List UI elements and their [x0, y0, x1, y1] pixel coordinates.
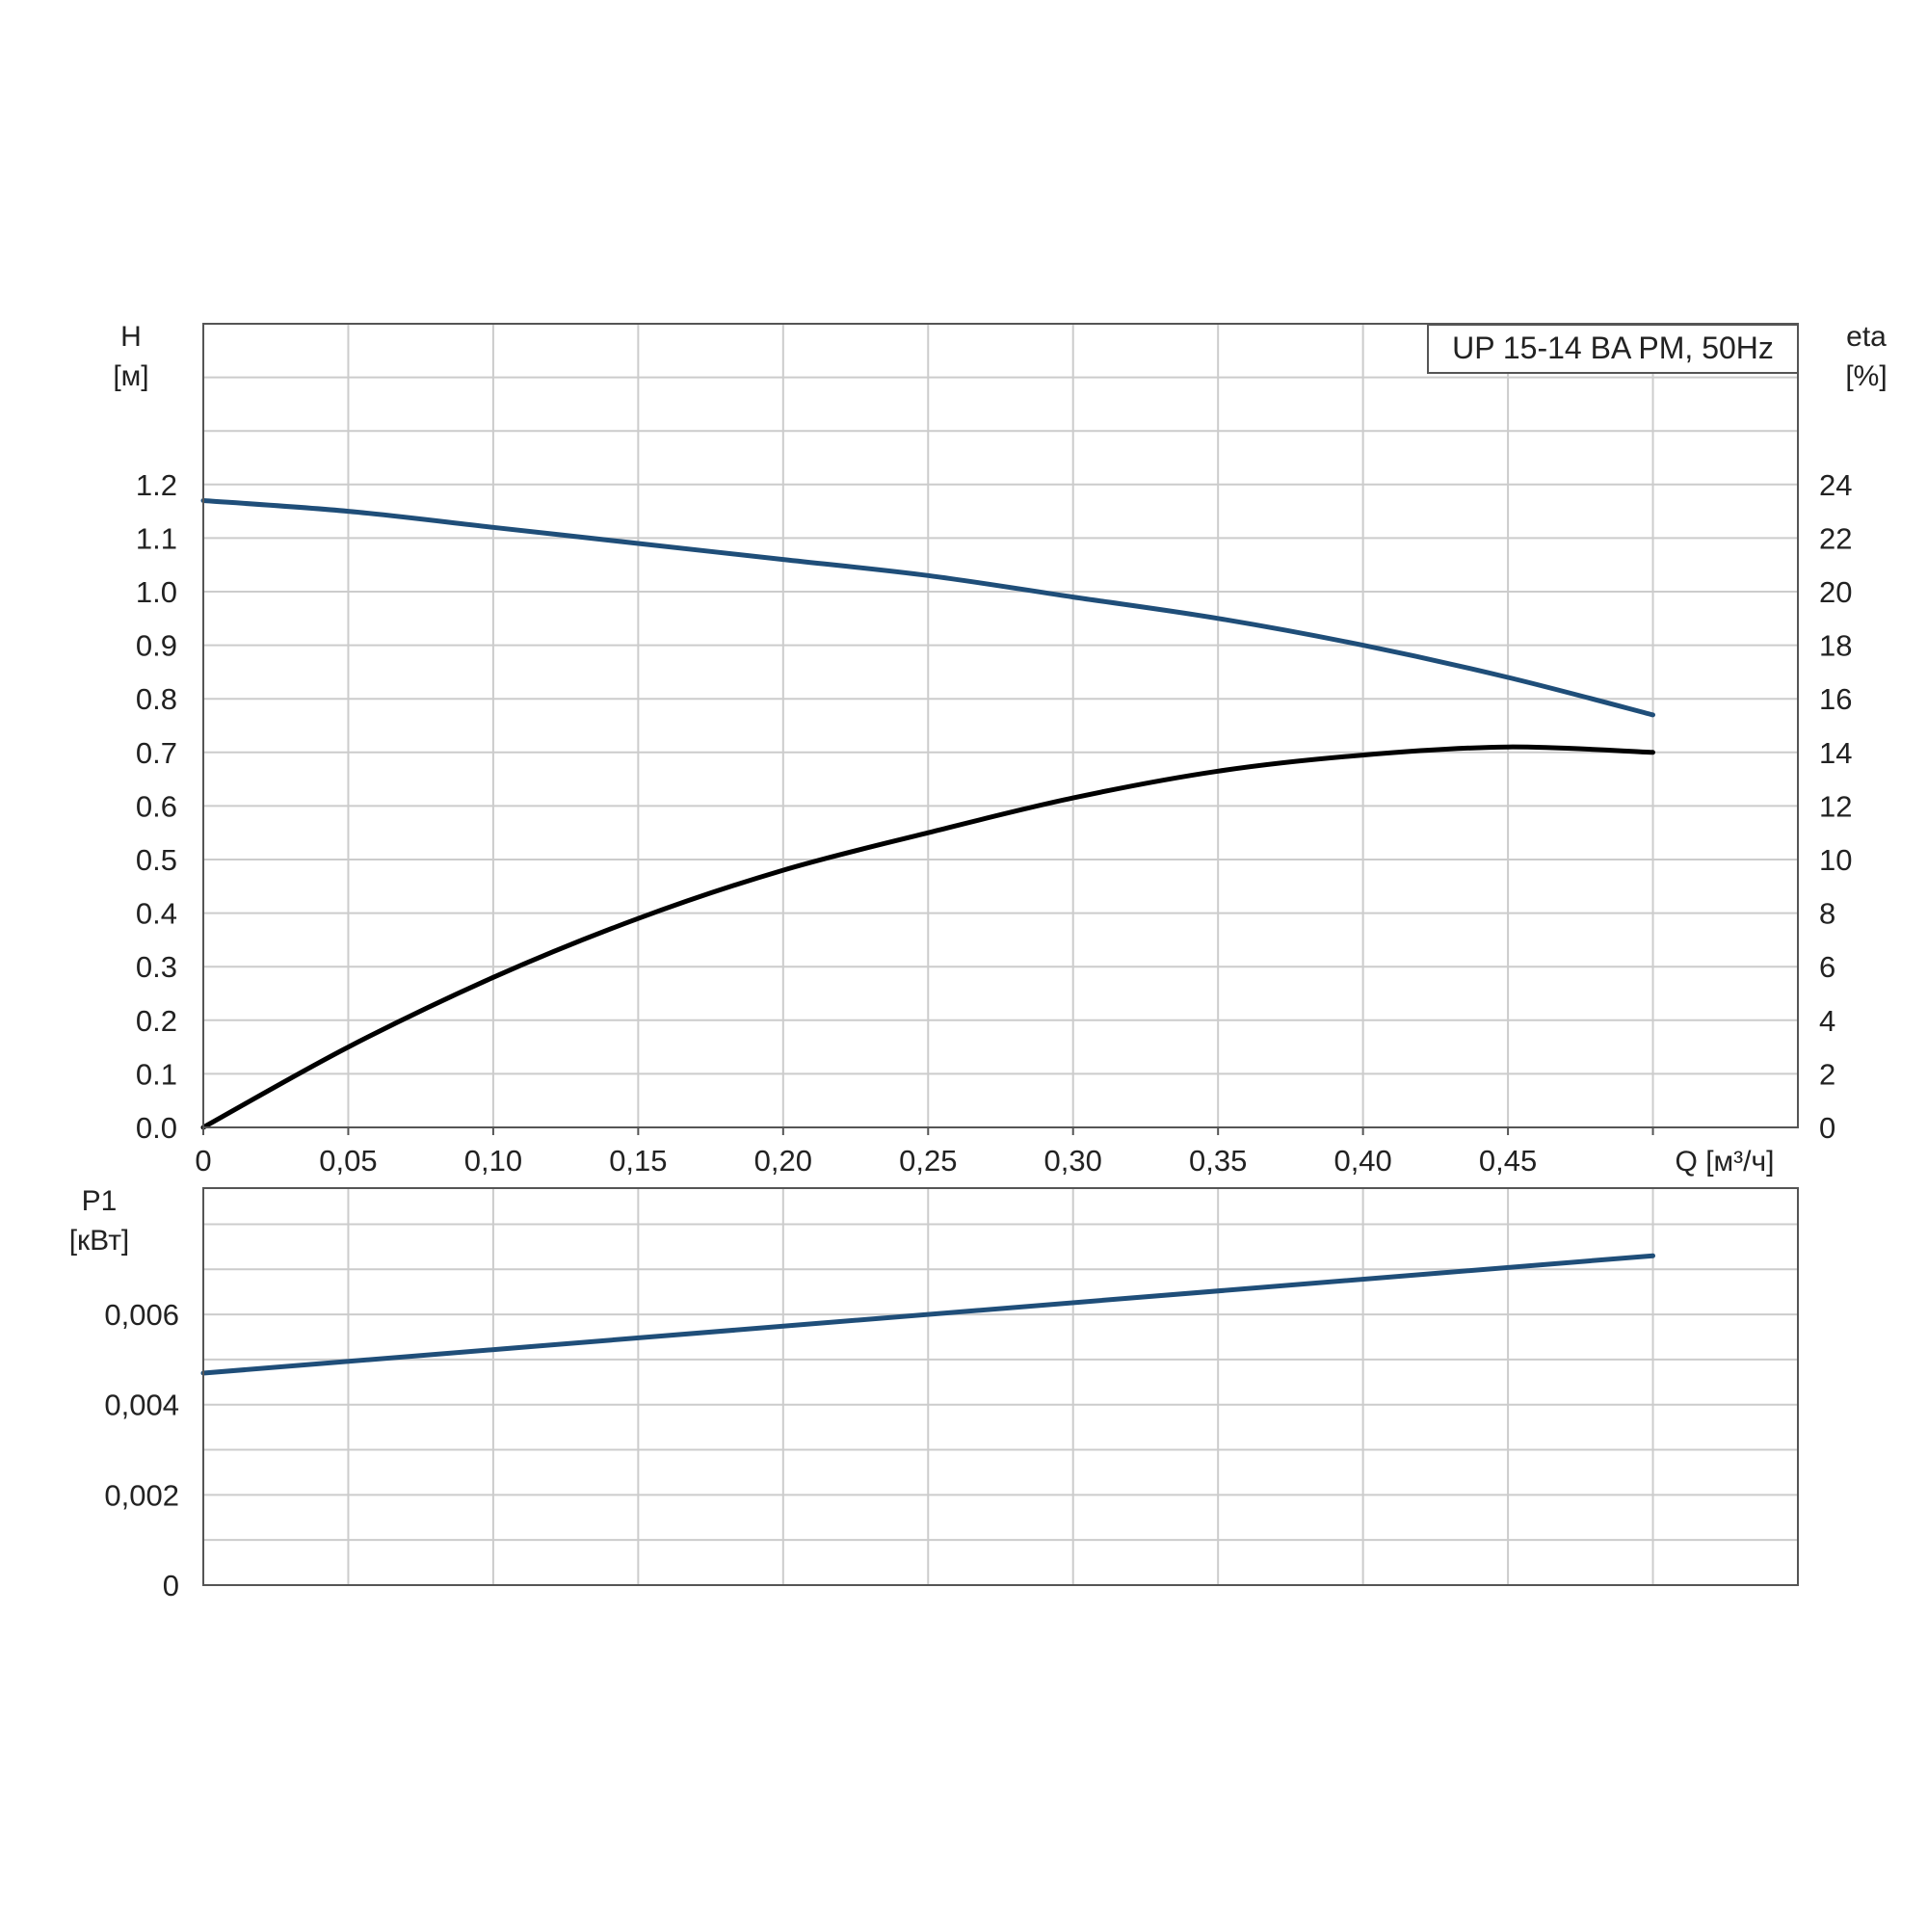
y-tick-label: 0.9 [136, 629, 177, 663]
y-axis-title-p1: P1 [82, 1185, 118, 1217]
y-tick-label: 1.0 [136, 575, 177, 609]
x-tick-label: 0,45 [1479, 1144, 1537, 1178]
y2-tick-label: 10 [1819, 843, 1852, 877]
y2-axis-unit-eta: [%] [1845, 360, 1887, 392]
y2-tick-label: 24 [1819, 468, 1852, 502]
efficiency-curve-line [200, 744, 1655, 1130]
legend-entry: UP 15-14 BA PM, 50Hz [1452, 331, 1774, 365]
y2-tick-label: 6 [1819, 950, 1835, 984]
y-tick-label: 0.7 [136, 736, 177, 770]
p1-tick-label: 0,002 [104, 1478, 179, 1512]
legend-box [1427, 324, 1799, 374]
y-tick-label: 1.1 [136, 521, 177, 555]
y-tick-label: 0.3 [136, 950, 177, 984]
p1-tick-label: 0,006 [104, 1298, 179, 1332]
y2-tick-label: 12 [1819, 789, 1852, 823]
y2-tick-label: 16 [1819, 682, 1852, 716]
power-panel-frame [202, 1187, 1799, 1586]
y-tick-label: 0.6 [136, 789, 177, 823]
y-axis-title-h: H [120, 321, 142, 353]
x-tick-label: 0,20 [754, 1144, 812, 1178]
y2-tick-label: 18 [1819, 629, 1852, 663]
y-tick-label: 0.8 [136, 682, 177, 716]
frame-layer [202, 323, 1799, 1586]
y-axis-unit-p1: [кВт] [69, 1225, 130, 1257]
x-tick-label: 0 [195, 1144, 211, 1178]
head-panel-frame [202, 323, 1799, 1128]
power-panel-grid [202, 1188, 1799, 1586]
y-tick-label: 1.2 [136, 468, 177, 502]
y2-tick-label: 4 [1819, 1004, 1835, 1038]
head-curve-line [200, 498, 1655, 718]
y2-tick-label: 2 [1819, 1057, 1835, 1091]
x-axis-title-q: Q [м³/ч] [1676, 1146, 1775, 1178]
x-tick-label: 0,15 [609, 1144, 667, 1178]
series-layer [200, 498, 1655, 1376]
y-tick-label: 0.4 [136, 897, 177, 931]
x-tick-label: 0,30 [1044, 1144, 1102, 1178]
y2-tick-label: 8 [1819, 897, 1835, 931]
y2-tick-label: 0 [1819, 1111, 1835, 1145]
p1-tick-label: 0,004 [104, 1389, 179, 1422]
power-curve-line [200, 1253, 1655, 1376]
y2-tick-label: 22 [1819, 521, 1852, 555]
y-tick-label: 0.0 [136, 1111, 177, 1145]
label-layer: 0.0 0.1 0.2 0.3 0.4 0.5 0.6 0.7 0.8 0.9 1.0 1.1 1.2 0… [104, 468, 1852, 1602]
y2-axis-title-eta: eta [1846, 321, 1887, 353]
x-tick-label: 0,40 [1333, 1144, 1391, 1178]
x-tick-label: 0,05 [319, 1144, 377, 1178]
x-tick-label: 0,35 [1189, 1144, 1247, 1178]
head-panel-grid [202, 323, 1799, 1128]
x-tick-label: 0,25 [899, 1144, 957, 1178]
p1-tick-label: 0 [163, 1569, 179, 1602]
y-tick-label: 0.2 [136, 1004, 177, 1038]
y-tick-label: 0.1 [136, 1057, 177, 1091]
y2-tick-label: 20 [1819, 575, 1852, 609]
x-tick-label: 0,10 [464, 1144, 522, 1178]
y-tick-label: 0.5 [136, 843, 177, 877]
y2-tick-label: 14 [1819, 736, 1852, 770]
y-axis-unit-h: [м] [113, 360, 148, 392]
